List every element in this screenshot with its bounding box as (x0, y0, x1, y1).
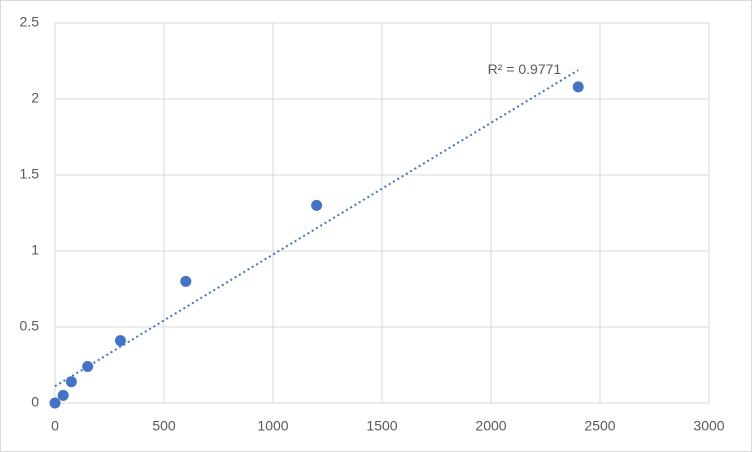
data-point (311, 199, 323, 211)
x-tick-label: 1500 (366, 418, 397, 434)
x-tick-label: 2000 (475, 418, 506, 434)
y-tick-label: 2.5 (20, 14, 40, 30)
x-tick-label: 500 (152, 418, 176, 434)
data-point (180, 275, 192, 287)
y-tick-label: 1.5 (20, 166, 40, 182)
trendline (54, 69, 579, 388)
y-tick-label: 0 (31, 394, 39, 410)
x-tick-label: 2500 (584, 418, 615, 434)
x-tick-label: 1000 (257, 418, 288, 434)
x-tick-label: 3000 (693, 418, 724, 434)
x-tick-label: 0 (51, 418, 59, 434)
data-point (57, 389, 69, 401)
y-tick-label: 2 (31, 90, 39, 106)
y-tick-label: 0.5 (20, 318, 40, 334)
data-point (65, 376, 77, 388)
data-point (82, 361, 94, 373)
y-tick-label: 1 (31, 242, 39, 258)
trendline-label: R² = 0.9771 (488, 61, 562, 77)
data-point (49, 397, 61, 409)
data-point (572, 81, 584, 93)
data-point (114, 335, 126, 347)
